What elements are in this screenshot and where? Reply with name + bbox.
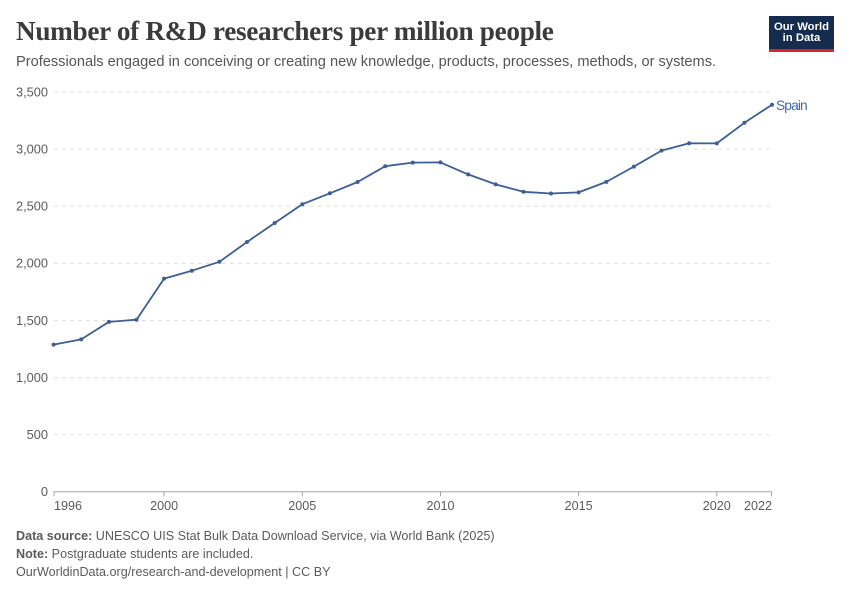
svg-text:3,500: 3,500 [16,84,48,99]
svg-text:3,000: 3,000 [16,141,48,156]
svg-text:0: 0 [41,484,48,499]
svg-text:2020: 2020 [703,499,731,513]
svg-text:2022: 2022 [744,499,772,513]
svg-text:2000: 2000 [150,499,178,513]
svg-text:1,500: 1,500 [16,313,48,328]
svg-text:500: 500 [27,427,48,442]
svg-text:2015: 2015 [565,499,593,513]
svg-text:Spain: Spain [776,98,807,113]
svg-text:2,000: 2,000 [16,256,48,271]
svg-text:2005: 2005 [288,499,316,513]
svg-text:1,000: 1,000 [16,370,48,385]
svg-text:2010: 2010 [426,499,454,513]
svg-text:1996: 1996 [54,499,82,513]
svg-text:2,500: 2,500 [16,199,48,214]
